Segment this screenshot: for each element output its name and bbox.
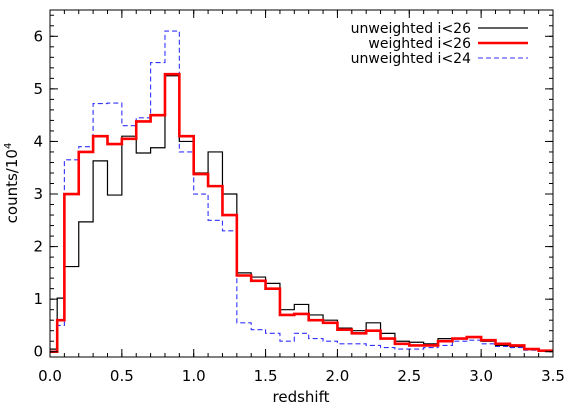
histogram-series-line <box>50 72 553 354</box>
legend-label: weighted i<26 <box>368 36 471 52</box>
y-tick-label: 0 <box>33 343 43 361</box>
y-axis-label-base: counts/10 <box>3 149 21 223</box>
ticks-layer <box>49 10 554 357</box>
x-tick-label: 0.0 <box>38 367 62 385</box>
x-tick-label: 1.5 <box>254 367 278 385</box>
y-axis-label: counts/104 <box>3 143 21 224</box>
x-tick-label: 2.5 <box>397 367 421 385</box>
legend-label: unweighted i<24 <box>351 51 471 67</box>
x-tick-labels: 0.0 0.5 1.0 1.5 2.0 2.5 3.0 3.5 <box>38 367 565 385</box>
histogram-series-line <box>50 75 553 352</box>
y-tick-labels: 0 1 2 3 4 5 6 <box>33 27 43 360</box>
x-tick-label: 2.0 <box>325 367 349 385</box>
y-tick-label: 3 <box>33 185 43 203</box>
y-tick-label: 2 <box>33 238 43 256</box>
y-axis-label-exponent: 4 <box>3 143 14 149</box>
x-tick-label: 1.0 <box>182 367 206 385</box>
plot-area <box>49 9 554 358</box>
y-tick-label: 4 <box>33 132 43 150</box>
series-layer <box>50 30 553 354</box>
x-tick-label: 3.0 <box>469 367 493 385</box>
legend-label: unweighted i<26 <box>351 21 471 37</box>
x-axis-label: redshift <box>273 388 330 406</box>
y-tick-label: 6 <box>33 27 43 45</box>
y-tick-label: 1 <box>33 290 43 308</box>
histogram-series-line <box>50 30 553 353</box>
x-tick-label: 0.5 <box>110 367 134 385</box>
x-tick-label: 3.5 <box>541 367 565 385</box>
y-tick-label: 5 <box>33 80 43 98</box>
